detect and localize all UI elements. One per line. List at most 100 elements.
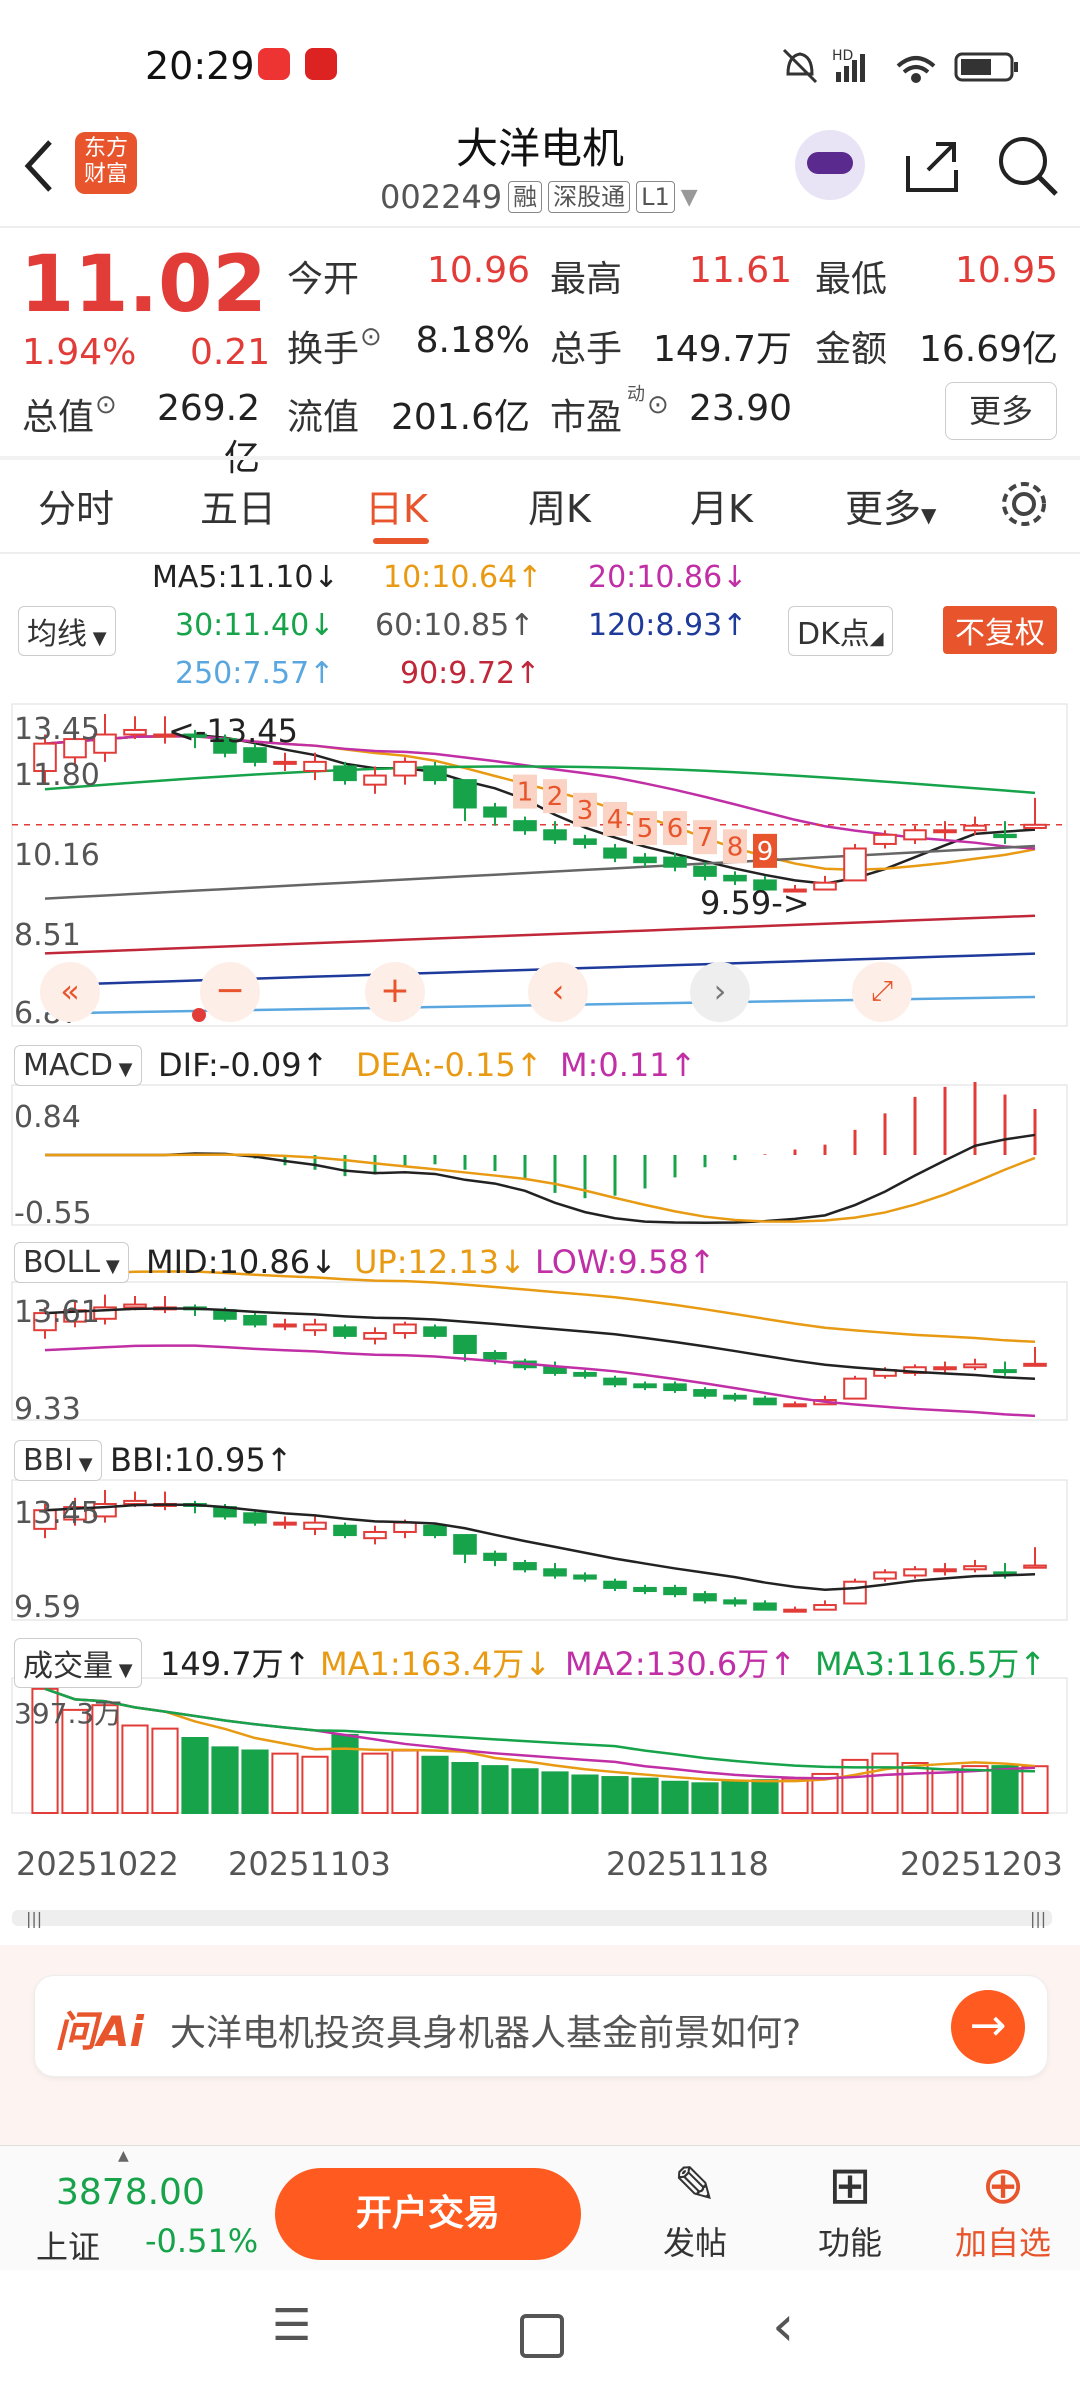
seq-mark: 7 bbox=[697, 823, 714, 853]
k-candle-body bbox=[543, 829, 567, 841]
boll-candle-body bbox=[753, 1397, 777, 1406]
seq-mark-bg bbox=[663, 811, 687, 846]
nav-post[interactable]: ✎ 发帖 bbox=[640, 2154, 750, 2264]
k-candle-body bbox=[843, 847, 867, 882]
caret-up-icon[interactable]: ▲ bbox=[118, 2148, 129, 2164]
connect-tag: 深股通 bbox=[548, 181, 631, 213]
macd-dif: DIF:-0.09↑ bbox=[158, 1046, 329, 1084]
volume-select[interactable]: 成交量 ▼ bbox=[14, 1638, 142, 1688]
k-candle-body bbox=[813, 881, 837, 891]
fullscreen-icon[interactable]: ⤢ bbox=[852, 962, 912, 1022]
nav-functions[interactable]: ⊞ 功能 bbox=[795, 2154, 905, 2264]
volume-bar bbox=[271, 1752, 299, 1814]
boll-label: BOLL bbox=[23, 1245, 101, 1280]
volume-bar bbox=[841, 1758, 869, 1814]
seq-mark-bg bbox=[753, 833, 777, 868]
divider bbox=[0, 456, 1080, 460]
seq-mark: 9 bbox=[757, 837, 774, 867]
k-candle-body bbox=[783, 888, 807, 893]
chevron-down-icon: ◢ bbox=[869, 628, 884, 649]
tab-more[interactable]: 更多▼ bbox=[845, 478, 936, 533]
volume-bar bbox=[961, 1765, 989, 1814]
indicator-mode-select[interactable]: 均线 ▼ bbox=[18, 606, 116, 656]
macd-ytick: -0.55 bbox=[14, 1196, 92, 1231]
ma250-value: 250:7.57↑ bbox=[175, 656, 335, 691]
k-candle-body bbox=[993, 833, 1017, 839]
macd-frame bbox=[11, 1084, 1068, 1226]
gear-icon[interactable] bbox=[998, 478, 1050, 530]
home-icon[interactable] bbox=[520, 2314, 564, 2358]
nav-add-watchlist[interactable]: ⊕ 加自选 bbox=[948, 2154, 1058, 2264]
info-icon[interactable]: ⊙ bbox=[95, 390, 117, 420]
volume-bar bbox=[361, 1752, 389, 1814]
seq-mark-bg bbox=[603, 801, 627, 836]
share-icon[interactable] bbox=[902, 136, 962, 196]
volume-bar bbox=[91, 1704, 119, 1814]
bbi-candle-body bbox=[783, 1608, 807, 1613]
seq-mark-bg bbox=[513, 774, 537, 809]
scroll-right-button[interactable]: › bbox=[690, 962, 750, 1022]
k-candle-body bbox=[693, 865, 717, 877]
high-label: 最高 bbox=[550, 259, 623, 300]
info-icon[interactable]: ⊙ bbox=[360, 322, 382, 352]
boll-candle-body bbox=[243, 1314, 267, 1326]
ma10-line bbox=[44, 735, 1036, 871]
zoom-far-left-button[interactable]: « bbox=[40, 962, 100, 1022]
volume-value: 149.7万↑ bbox=[160, 1645, 311, 1683]
tab-five-day[interactable]: 五日 bbox=[200, 487, 277, 531]
menu-icon[interactable]: ☰ bbox=[272, 2300, 312, 2351]
k-candle-body bbox=[423, 765, 447, 782]
tab-monthly-k[interactable]: 月K bbox=[690, 487, 753, 531]
search-icon[interactable] bbox=[996, 134, 1060, 198]
seq-mark-bg bbox=[573, 792, 597, 827]
logo-text: 东方 bbox=[83, 136, 128, 161]
scroll-left-button[interactable]: ‹ bbox=[528, 962, 588, 1022]
bbi-ytick: 13.45 bbox=[14, 1496, 100, 1531]
back-icon[interactable] bbox=[20, 136, 60, 196]
tab-daily-k[interactable]: 日K bbox=[365, 487, 428, 531]
bbi-candle-body bbox=[543, 1568, 567, 1577]
date-label: 20251118 bbox=[606, 1845, 769, 1883]
bbi-select[interactable]: BBI ▼ bbox=[14, 1440, 102, 1481]
boll-mid-line bbox=[44, 1307, 1036, 1381]
zoom-out-button[interactable]: − bbox=[200, 962, 260, 1022]
back-nav-icon[interactable]: ‹ bbox=[772, 2294, 795, 2359]
adjust-mode-button[interactable]: 不复权 bbox=[943, 606, 1057, 654]
seq-mark: 4 bbox=[607, 805, 624, 835]
macd-m: M:0.11↑ bbox=[560, 1046, 697, 1084]
boll-up: UP:12.13↓ bbox=[354, 1243, 526, 1281]
more-quote-button[interactable]: 更多 bbox=[945, 382, 1057, 440]
event-dot[interactable] bbox=[192, 1008, 206, 1022]
nav-label: 加自选 bbox=[954, 2224, 1051, 2262]
boll-candle-body bbox=[93, 1306, 117, 1320]
bbi-candle-body bbox=[963, 1565, 987, 1571]
dk-point-button[interactable]: DK点◢ bbox=[788, 606, 893, 656]
k-candle-body bbox=[33, 742, 57, 772]
clock: 20:29 bbox=[145, 44, 255, 88]
dea-line bbox=[45, 1153, 1036, 1223]
open-account-button[interactable]: 开户交易 bbox=[275, 2168, 581, 2260]
tab-weekly-k[interactable]: 周K bbox=[528, 487, 591, 531]
tab-intraday[interactable]: 分时 bbox=[38, 487, 115, 531]
volume-bar bbox=[391, 1749, 419, 1814]
robot-assistant-icon[interactable] bbox=[795, 130, 865, 200]
macd-select[interactable]: MACD ▼ bbox=[14, 1045, 142, 1086]
boll-candle-body bbox=[483, 1351, 507, 1360]
arrow-right-icon[interactable]: → bbox=[951, 1990, 1025, 2064]
volume-bar bbox=[31, 1687, 59, 1814]
seq-mark: 1 bbox=[517, 778, 534, 808]
status-icons: HD bbox=[782, 48, 1018, 84]
k-candle-body bbox=[873, 833, 897, 845]
zoom-in-button[interactable]: + bbox=[365, 962, 425, 1022]
level-tag[interactable]: L1 bbox=[636, 181, 675, 213]
k-candle-body bbox=[513, 820, 537, 832]
boll-select[interactable]: BOLL ▼ bbox=[14, 1242, 129, 1283]
bbi-candle-body bbox=[423, 1524, 447, 1537]
boll-candle-body bbox=[963, 1363, 987, 1369]
chevron-down-icon[interactable]: ▼ bbox=[680, 184, 698, 210]
seq-mark-bg bbox=[693, 820, 717, 855]
seq-mark-bg bbox=[723, 829, 747, 864]
info-icon[interactable]: ⊙ bbox=[647, 390, 669, 420]
ai-question-bar[interactable]: 问Ai 大洋电机投资具身机器人基金前景如何? → bbox=[34, 1975, 1048, 2077]
